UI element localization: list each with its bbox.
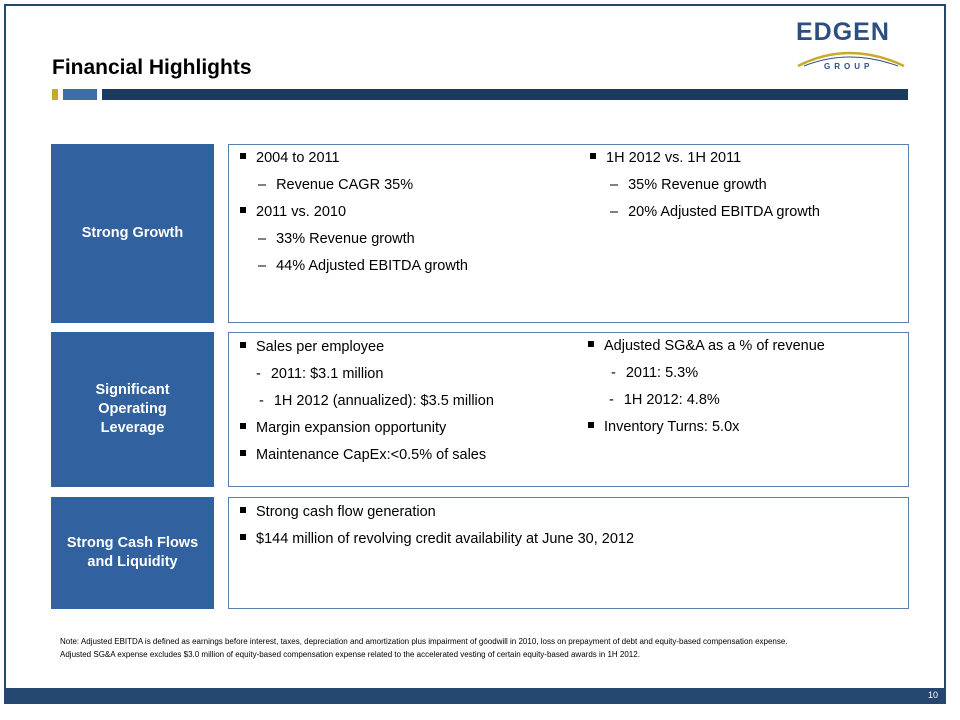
logo-arc-icon — [797, 51, 905, 68]
footnote-ebitda: Note: Adjusted EBITDA is defined as earn… — [60, 637, 788, 646]
dash-icon: – — [610, 177, 619, 193]
bullet-icon — [240, 342, 246, 349]
bullet-icon — [240, 207, 246, 214]
list-item: -2011: $3.1 million — [256, 366, 384, 382]
list-item: -2011: 5.3% — [611, 365, 699, 381]
row-label-text: Significant Operating Leverage — [95, 382, 170, 436]
list-item: –44% Adjusted EBITDA growth — [258, 258, 468, 274]
list-item: Inventory Turns: 5.0x — [588, 419, 739, 435]
bullet-icon — [240, 534, 246, 541]
row-label-operating-leverage: Significant Operating Leverage — [51, 332, 214, 487]
content-box-strong-growth — [228, 144, 909, 323]
page-number: 10 — [927, 690, 938, 700]
list-item: $144 million of revolving credit availab… — [240, 531, 634, 547]
content-box-cash-flows — [228, 497, 909, 609]
header-divider-bar — [102, 89, 908, 100]
list-item: -1H 2012: 4.8% — [609, 392, 720, 408]
dash-icon: - — [256, 366, 261, 382]
bullet-icon — [240, 450, 246, 457]
list-item: Adjusted SG&A as a % of revenue — [588, 338, 825, 354]
list-item: Strong cash flow generation — [240, 504, 436, 520]
bullet-icon — [588, 341, 594, 348]
dash-icon: - — [259, 393, 264, 409]
page-title: Financial Highlights — [52, 56, 252, 79]
footnote-sga: Adjusted SG&A expense excludes $3.0 mill… — [60, 650, 640, 659]
list-item: –20% Adjusted EBITDA growth — [610, 204, 820, 220]
footer-bar: 10 — [4, 688, 946, 704]
list-item: 1H 2012 vs. 1H 2011 — [590, 150, 741, 166]
list-item: Margin expansion opportunity — [240, 420, 446, 436]
dash-icon: - — [609, 392, 614, 408]
edgen-logo: EDGEN GROUP — [794, 18, 912, 78]
list-item: –33% Revenue growth — [258, 231, 415, 247]
bullet-icon — [240, 423, 246, 430]
logo-subtext: GROUP — [824, 62, 874, 71]
list-item: –35% Revenue growth — [610, 177, 767, 193]
dash-icon: - — [611, 365, 616, 381]
list-item: Sales per employee — [240, 339, 384, 355]
bullet-icon — [240, 507, 246, 514]
list-item: 2004 to 2011 — [240, 150, 340, 166]
bullet-icon — [588, 422, 594, 429]
bullet-icon — [240, 153, 246, 160]
row-label-cash-flows: Strong Cash Flows and Liquidity — [51, 497, 214, 609]
list-item: -1H 2012 (annualized): $3.5 million — [259, 393, 494, 409]
dash-icon: – — [610, 204, 619, 220]
dash-icon: – — [258, 258, 267, 274]
list-item: Maintenance CapEx:<0.5% of sales — [240, 447, 486, 463]
dash-icon: – — [258, 231, 267, 247]
header-accent-gold — [52, 89, 58, 100]
bullet-icon — [590, 153, 596, 160]
row-label-text: Strong Cash Flows and Liquidity — [66, 535, 199, 570]
list-item: – Revenue CAGR 35% — [258, 177, 414, 193]
header-accent-blue — [63, 89, 97, 100]
row-label-text: Strong Growth — [81, 225, 184, 241]
list-item: 2011 vs. 2010 — [240, 204, 346, 220]
content-box-operating-leverage — [228, 332, 909, 487]
dash-icon: – — [258, 177, 267, 193]
row-label-strong-growth: Strong Growth — [51, 144, 214, 323]
logo-wordmark: EDGEN — [796, 18, 890, 46]
